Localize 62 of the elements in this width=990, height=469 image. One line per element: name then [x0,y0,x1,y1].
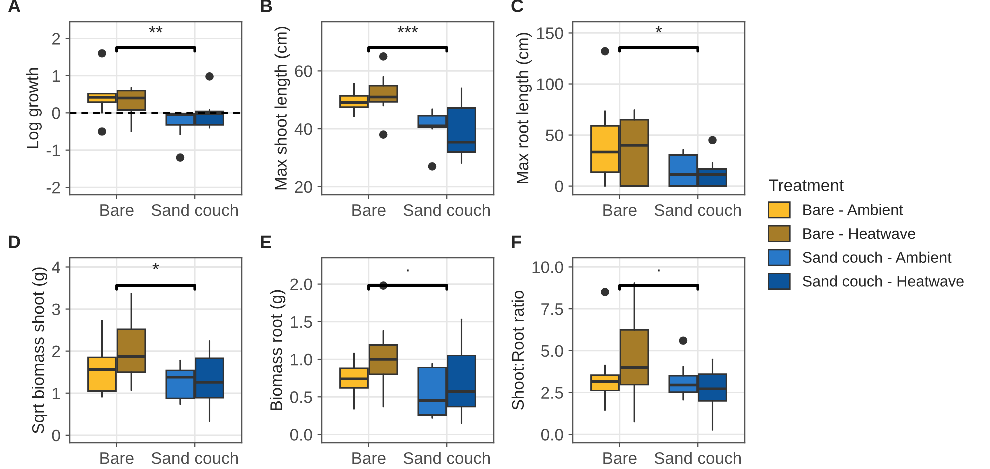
y-tick-label: 1 [52,70,60,82]
legend-label: Bare - Heatwave [804,228,916,240]
y-axis-title: Sqrt biomass shoot (g) [32,268,48,434]
y-tick-label: -2 [46,182,60,194]
x-tick-label: Sand couch [654,204,742,216]
y-tick-label: -1 [46,144,60,156]
y-tick-label: 3 [52,304,60,316]
y-tick-label: 0 [52,430,60,442]
x-tick-label: Bare [100,452,134,464]
x-tick-label: Sand couch [654,452,742,464]
y-tick-label: 0.0 [541,429,564,441]
y-tick-label: 7.5 [542,304,564,316]
y-axis-title: Shoot:Root ratio [512,290,524,410]
x-tick-label: Sand couch [152,452,238,464]
y-tick-label: 0 [52,108,60,120]
y-tick-label: 1.0 [291,354,312,366]
y-tick-label: 5.0 [541,345,564,358]
y-tick-label: 2 [52,33,60,45]
x-tick-label: Bare [604,204,637,216]
annotation: · [658,270,660,272]
y-tick-label: 2.0 [290,278,312,291]
x-tick-label: Sand couch [152,204,238,216]
chart-title: D [9,236,20,248]
x-tick-label: Bare [100,204,134,216]
x-tick-label: Sand couch [404,204,490,216]
y-tick-label: 60 [295,66,312,78]
y-tick-label: 40 [294,123,312,136]
chart-title: B [261,0,272,12]
y-tick-label: 1.5 [291,316,312,328]
chart-title: A [8,0,21,12]
y-tick-label: 4 [52,262,60,274]
x-tick-label: Bare [352,204,386,216]
legend-title: Treatment [769,180,844,192]
chart-title: E [261,236,272,248]
chart-title: F [512,236,522,248]
annotation: * [152,263,160,270]
annotation: · [407,270,409,272]
y-tick-label: 2.5 [542,387,564,399]
y-tick-label: 20 [295,181,312,194]
y-tick-label: 1 [52,388,60,400]
legend-label: Bare - Ambient [804,204,904,216]
y-axis-title: Max root length (cm) [516,33,532,184]
y-tick-label: 0 [555,180,564,193]
annotation: ** [149,26,163,33]
y-tick-label: 0.0 [290,429,312,441]
y-tick-label: 150 [537,28,564,40]
y-axis-title: Log growth [26,68,42,148]
annotation: * [656,26,662,33]
y-tick-label: 0.5 [290,392,312,404]
y-tick-label: 100 [537,78,564,90]
legend-label: Sand couch - Ambient [803,252,952,264]
chart-title: C [512,0,524,12]
y-axis-title: Biomass root (g) [270,290,286,410]
x-tick-label: Sand couch [404,452,490,464]
x-tick-label: Bare [604,452,637,464]
y-axis-title: Max shoot length (cm) [274,27,290,190]
y-tick-label: 10.0 [532,262,564,274]
y-tick-label: 50 [546,130,564,142]
y-tick-label: 2 [52,346,60,358]
x-tick-label: Bare [352,452,386,464]
annotation: *** [398,26,418,33]
legend-label: Sand couch - Heatwave [803,276,964,287]
